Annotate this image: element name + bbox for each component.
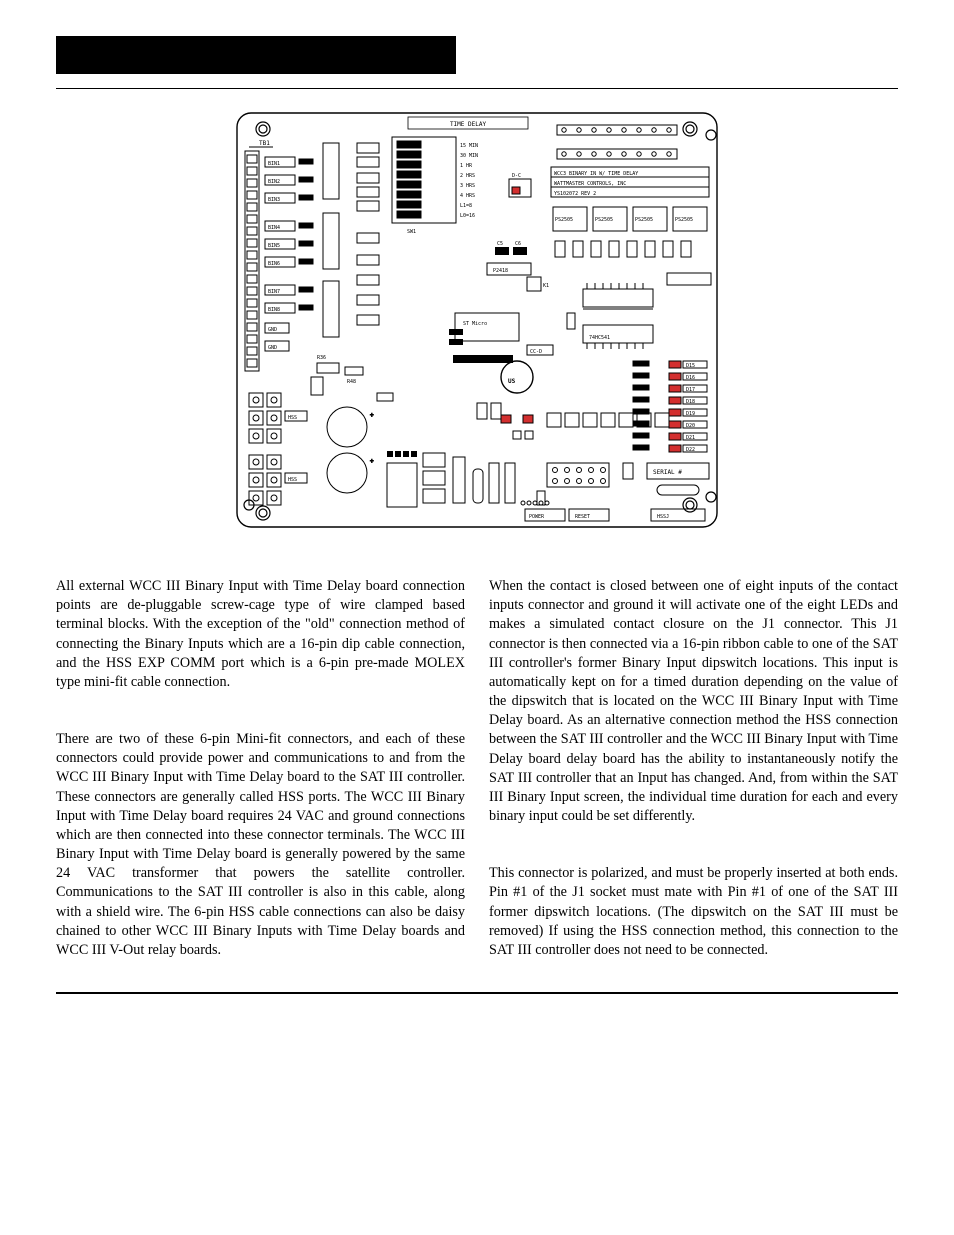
svg-text:HSSJ: HSSJ	[657, 514, 669, 520]
pcb-diagram: TIME DELAY TB1	[227, 107, 727, 537]
left-column: All external WCC III Binary Input with T…	[56, 577, 465, 982]
svg-text:D17: D17	[686, 387, 695, 393]
svg-text:YS102072 REV 2: YS102072 REV 2	[554, 191, 596, 197]
svg-text:GND: GND	[268, 327, 277, 333]
svg-text:D18: D18	[686, 399, 695, 405]
header-rule	[56, 88, 898, 89]
svg-text:BIN3: BIN3	[268, 197, 280, 203]
svg-text:ST Micro: ST Micro	[463, 321, 487, 327]
right-column: When the contact is closed between one o…	[489, 577, 898, 982]
svg-text:D22: D22	[686, 447, 695, 453]
svg-text:PS2505: PS2505	[595, 217, 613, 223]
svg-text:RESET: RESET	[575, 514, 590, 520]
svg-text:PS2505: PS2505	[635, 217, 653, 223]
svg-text:D16: D16	[686, 375, 695, 381]
delay-options: 15 MIN 30 MIN 1 HR 2 HRS 3 HRS 4 HRS L1=…	[460, 143, 478, 219]
svg-text:BIN4: BIN4	[268, 225, 280, 231]
dip-switch	[392, 137, 456, 223]
svg-text:HSS: HSS	[288, 415, 297, 421]
svg-text:30 MIN: 30 MIN	[460, 153, 478, 159]
right-para-1: When the contact is closed between one o…	[489, 577, 898, 826]
bin-labels: BIN1 BIN2 BIN3 BIN4 BIN5 BIN6 BIN7 BIN8 …	[265, 157, 295, 351]
footer-rule	[56, 992, 898, 994]
right-para-2: This connector is polarized, and must be…	[489, 864, 898, 960]
svg-text:PS2505: PS2505	[675, 217, 693, 223]
svg-text:R48: R48	[347, 379, 356, 385]
svg-text:WATTMASTER CONTROLS, INC: WATTMASTER CONTROLS, INC	[554, 181, 626, 187]
small-square-row	[547, 413, 669, 427]
j1-header	[557, 125, 677, 159]
svg-text:CC-D: CC-D	[530, 349, 542, 355]
svg-text:D20: D20	[686, 423, 695, 429]
svg-text:P2418: P2418	[493, 268, 508, 274]
svg-text:US: US	[508, 378, 516, 385]
svg-text:K1: K1	[543, 283, 549, 289]
svg-text:D19: D19	[686, 411, 695, 417]
svg-text:3 HRS: 3 HRS	[460, 183, 475, 189]
svg-text:+: +	[370, 458, 374, 465]
left-para-2: There are two of these 6-pin Mini-fit co…	[56, 730, 465, 960]
svg-text:1 HR: 1 HR	[460, 163, 473, 169]
svg-text:WCC3 BINARY IN W/ TIME DELAY: WCC3 BINARY IN W/ TIME DELAY	[554, 171, 638, 177]
board-figure: TIME DELAY TB1	[56, 107, 898, 537]
ecaps: + +	[327, 407, 374, 493]
r-refs	[633, 361, 649, 450]
svg-text:C6: C6	[515, 241, 521, 247]
svg-text:D15: D15	[686, 363, 695, 369]
svg-text:POWER: POWER	[529, 514, 545, 520]
svg-text:2 HRS: 2 HRS	[460, 173, 475, 179]
svg-text:GND: GND	[268, 345, 277, 351]
leds-right: D15 D16 D17 D18 D19 D20 D21 D22	[633, 361, 707, 453]
bottom-cluster	[387, 453, 515, 507]
tb1-label: TB1	[259, 140, 270, 147]
cap-row	[555, 241, 691, 257]
body-columns: All external WCC III Binary Input with T…	[56, 577, 898, 982]
svg-text:L0=16: L0=16	[460, 213, 475, 219]
title: TIME DELAY	[450, 121, 487, 128]
svg-text:BIN7: BIN7	[268, 289, 280, 295]
svg-text:PS2505: PS2505	[555, 217, 573, 223]
tb1-terminals	[245, 151, 259, 371]
svg-text:SERIAL #: SERIAL #	[653, 469, 682, 476]
svg-text:BIN5: BIN5	[268, 243, 280, 249]
svg-text:D21: D21	[686, 435, 695, 441]
svg-text:4 HRS: 4 HRS	[460, 193, 475, 199]
svg-text:L1=8: L1=8	[460, 203, 472, 209]
svg-text:D-C: D-C	[512, 173, 521, 179]
svg-text:15 MIN: 15 MIN	[460, 143, 478, 149]
svg-text:+: +	[370, 412, 374, 419]
svg-text:SW1: SW1	[407, 229, 416, 235]
svg-text:BIN2: BIN2	[268, 179, 280, 185]
left-para-1: All external WCC III Binary Input with T…	[56, 577, 465, 692]
header-black-block	[56, 36, 456, 74]
svg-text:C5: C5	[497, 241, 503, 247]
svg-text:HSS: HSS	[288, 477, 297, 483]
svg-text:BIN8: BIN8	[268, 307, 280, 313]
hss-connectors	[249, 393, 281, 505]
svg-text:BIN6: BIN6	[268, 261, 280, 267]
svg-text:74HC541: 74HC541	[589, 335, 610, 341]
svg-text:BIN1: BIN1	[268, 161, 280, 167]
svg-text:R36: R36	[317, 355, 326, 361]
